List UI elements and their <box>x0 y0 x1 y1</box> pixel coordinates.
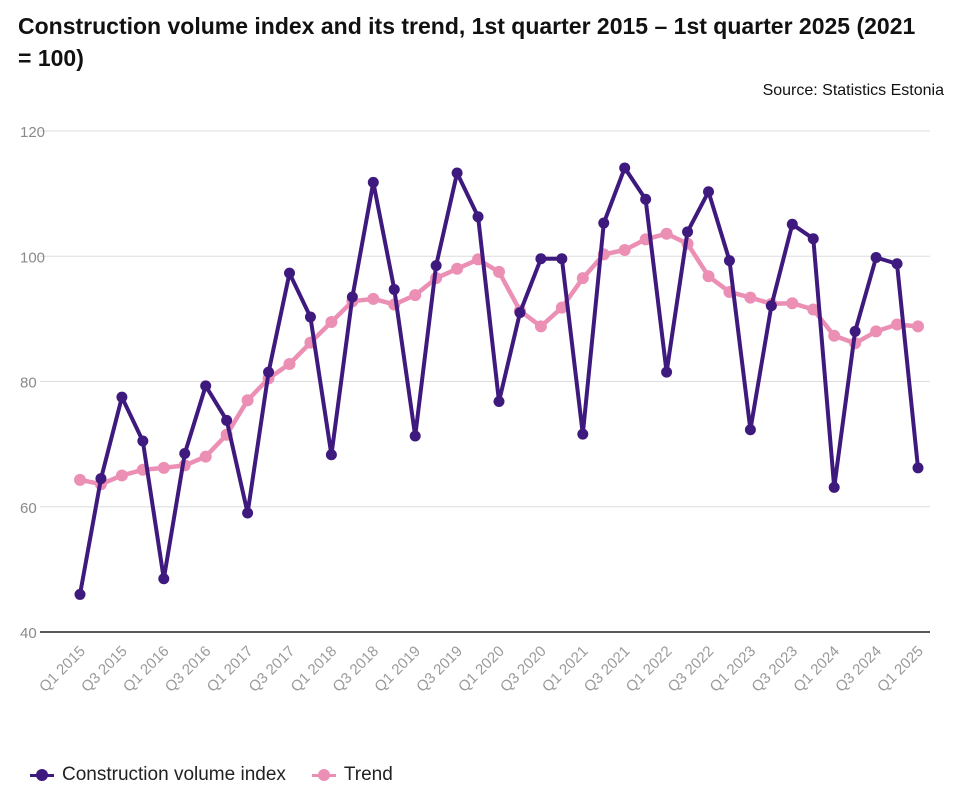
data-point[interactable] <box>807 233 819 245</box>
data-point[interactable] <box>786 218 798 230</box>
legend-marker-trend <box>311 767 336 783</box>
data-point[interactable] <box>744 424 756 436</box>
data-point[interactable] <box>660 227 673 240</box>
chart-title: Construction volume index and its trend,… <box>18 13 916 71</box>
legend-label-construction: Construction volume index <box>62 764 286 785</box>
data-point[interactable] <box>535 253 547 265</box>
data-point[interactable] <box>702 270 715 283</box>
data-point[interactable] <box>284 267 295 279</box>
data-point[interactable] <box>472 211 484 223</box>
data-point[interactable] <box>367 292 380 305</box>
data-point[interactable] <box>744 291 757 304</box>
legend-label-trend: Trend <box>343 764 393 785</box>
data-point[interactable] <box>493 396 505 408</box>
data-point[interactable] <box>598 217 610 229</box>
series-trend <box>74 227 924 491</box>
data-point[interactable] <box>409 289 422 302</box>
data-point[interactable] <box>555 301 568 314</box>
data-point[interactable] <box>534 320 547 333</box>
data-point[interactable] <box>723 255 735 267</box>
data-point[interactable] <box>870 252 882 264</box>
data-point[interactable] <box>828 329 841 342</box>
y-axis-ticks: 40 60 80 100 120 <box>20 124 45 642</box>
data-point[interactable] <box>74 473 86 486</box>
y-tick-label: 120 <box>20 124 45 141</box>
data-point[interactable] <box>576 272 589 285</box>
data-point[interactable] <box>388 283 400 295</box>
data-point[interactable] <box>95 473 107 485</box>
data-point[interactable] <box>828 481 840 493</box>
data-point[interactable] <box>891 258 903 270</box>
data-point[interactable] <box>221 414 233 426</box>
data-point[interactable] <box>199 450 212 463</box>
data-point[interactable] <box>115 469 128 482</box>
data-point[interactable] <box>514 307 526 319</box>
legend-item-construction[interactable]: Construction volume index <box>30 764 286 786</box>
data-point[interactable] <box>325 316 338 329</box>
data-point[interactable] <box>242 507 254 519</box>
legend: Construction volume index Trend <box>30 764 419 786</box>
legend-item-trend[interactable]: Trend <box>311 764 393 786</box>
data-point[interactable] <box>786 297 799 310</box>
data-point[interactable] <box>157 461 170 474</box>
x-tick-label: Q1 2025 <box>874 643 927 696</box>
data-point[interactable] <box>556 253 568 265</box>
data-point[interactable] <box>409 430 421 442</box>
data-point[interactable] <box>577 428 589 440</box>
legend-marker-construction <box>30 767 54 783</box>
y-tick-label: 100 <box>20 249 45 266</box>
data-point[interactable] <box>451 167 463 179</box>
data-point[interactable] <box>179 448 191 460</box>
data-point[interactable] <box>891 318 904 331</box>
data-point[interactable] <box>640 193 652 205</box>
data-point[interactable] <box>325 449 337 461</box>
data-point[interactable] <box>619 162 631 174</box>
data-point[interactable] <box>849 325 861 337</box>
data-point[interactable] <box>912 320 924 333</box>
series-layer <box>74 162 924 600</box>
data-point[interactable] <box>682 226 694 238</box>
data-point[interactable] <box>451 262 464 275</box>
data-point[interactable] <box>346 291 358 303</box>
data-point[interactable] <box>618 243 631 256</box>
data-point[interactable] <box>367 176 379 188</box>
y-tick-label: 40 <box>20 625 37 642</box>
data-point[interactable] <box>116 391 128 403</box>
y-tick-label: 80 <box>20 375 37 392</box>
data-point[interactable] <box>661 366 673 378</box>
data-point[interactable] <box>74 588 86 600</box>
data-point[interactable] <box>158 573 170 585</box>
data-point[interactable] <box>304 311 316 323</box>
data-point[interactable] <box>703 186 714 198</box>
data-point[interactable] <box>493 265 505 278</box>
y-tick-label: 60 <box>20 500 37 517</box>
data-point[interactable] <box>807 303 820 316</box>
data-point[interactable] <box>263 366 275 378</box>
data-point[interactable] <box>430 260 442 272</box>
data-point[interactable] <box>137 435 149 447</box>
data-point[interactable] <box>200 380 212 392</box>
data-point[interactable] <box>870 325 883 338</box>
source-note: Source: Statistics Estonia <box>762 82 944 99</box>
data-point[interactable] <box>765 300 777 312</box>
data-point[interactable] <box>241 394 254 407</box>
data-point[interactable] <box>283 357 296 370</box>
grid-lines <box>40 130 930 633</box>
series-construction-volume-index <box>74 162 924 600</box>
data-point[interactable] <box>912 462 924 474</box>
